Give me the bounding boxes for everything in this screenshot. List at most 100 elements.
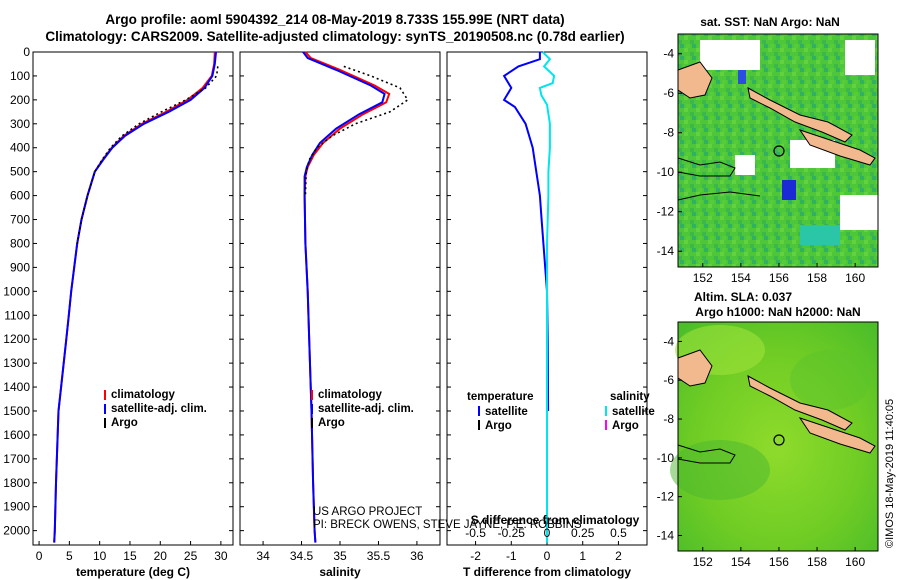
sla-coast	[677, 444, 736, 464]
legend-label: satellite	[485, 406, 528, 418]
x-tick-label: 36	[410, 549, 424, 563]
x-tick-label: -2	[470, 549, 481, 563]
x-tick-label: 35	[333, 549, 347, 563]
map-x-tick-label: 160	[845, 271, 865, 285]
x-axis-label: temperature (deg C)	[76, 565, 190, 579]
x-tick-label: 2	[615, 549, 622, 563]
y-tick-label: 0	[23, 45, 30, 59]
x-axis-label: salinity	[319, 565, 361, 579]
map-x-tick-label: 156	[769, 271, 789, 285]
credit-line-2: PI: BRECK OWENS, STEVE JAYNE, P.E. ROBBI…	[313, 519, 582, 531]
map-x-tick-label: 158	[807, 555, 827, 569]
sla-land	[798, 417, 876, 454]
top-axis-label: S difference from climatology	[471, 513, 640, 527]
sst-cloud-mask	[735, 155, 755, 175]
x-tick-label: 1	[579, 549, 586, 563]
legend-label: satellite-adj. clim.	[318, 403, 414, 415]
map-y-tick-label: -8	[663, 126, 674, 140]
sst-coast	[677, 191, 761, 201]
map-x-tick-label: 158	[807, 271, 827, 285]
legend-label: Argo	[318, 417, 345, 429]
top-tick-label: 0.5	[610, 526, 627, 540]
legend-label: Argo	[612, 420, 639, 432]
y-tick-label: 1900	[3, 500, 30, 514]
sst-cold-patch	[782, 180, 796, 200]
y-tick-label: 1600	[3, 428, 30, 442]
legend-label: satellite-adj. clim.	[111, 403, 207, 415]
x-tick-label: 30	[214, 549, 228, 563]
temperature-panel: 0100200300400500600700800900100011001200…	[3, 45, 234, 579]
y-tick-label: 1200	[3, 332, 30, 346]
map-y-tick-label: -14	[657, 244, 675, 258]
series-line-argo	[76, 66, 219, 244]
y-tick-label: 1700	[3, 452, 30, 466]
sla-subtitle: Argo h1000: NaN h2000: NaN	[695, 305, 860, 319]
chart-title: Argo profile: aoml 5904392_214 08-May-20…	[105, 12, 565, 27]
series-line-argo	[304, 65, 409, 196]
map-y-tick-label: -10	[657, 165, 675, 179]
legend-heading: salinity	[610, 391, 650, 403]
map-x-tick-label: 160	[845, 555, 865, 569]
legend-heading: temperature	[467, 391, 533, 403]
sst-cold-patch	[738, 70, 746, 84]
y-tick-label: 600	[10, 189, 30, 203]
y-tick-label: 1800	[3, 476, 30, 490]
sla-title: Altim. SLA: 0.037	[694, 290, 792, 304]
x-tick-label: 35.5	[367, 549, 391, 563]
sst-cool-patch	[800, 225, 840, 245]
plot-frame	[32, 51, 234, 546]
sla-land	[747, 375, 853, 431]
sst-frame	[677, 33, 879, 268]
sst-land	[747, 87, 853, 143]
legend-label: Argo	[111, 417, 138, 429]
x-tick-label: -1	[506, 549, 517, 563]
y-tick-label: 700	[10, 213, 30, 227]
sst-map: sat. SST: NaN Argo: NaN 152 154 156 158 160 -…	[657, 15, 879, 285]
map-x-tick-label: 152	[693, 555, 713, 569]
series-line-salinity-satellite	[538, 51, 556, 543]
top-tick-label: -0.5	[465, 526, 486, 540]
legend-label: climatology	[318, 389, 383, 401]
map-y-tick-label: -6	[663, 373, 674, 387]
legend-label: satellite	[612, 406, 655, 418]
top-tick-label: 0.25	[571, 526, 595, 540]
x-tick-label: 15	[123, 549, 137, 563]
y-tick-label: 1300	[3, 356, 30, 370]
sst-land	[798, 129, 876, 166]
map-y-tick-label: -10	[657, 451, 675, 465]
x-tick-label: 0	[544, 549, 551, 563]
y-tick-label: 400	[10, 141, 30, 155]
map-x-tick-label: 154	[731, 555, 751, 569]
sst-coast	[677, 157, 736, 177]
plot-frame	[239, 51, 441, 546]
difference-panel: -2 -1 0 1 2 T difference from climatology temp…	[446, 51, 655, 579]
top-tick-label: 0	[544, 526, 551, 540]
argo-location-marker	[773, 145, 785, 157]
sla-frame	[677, 321, 879, 552]
x-tick-label: 5	[66, 549, 73, 563]
y-tick-label: 100	[10, 69, 30, 83]
credit-line-1: US ARGO PROJECT	[313, 506, 423, 518]
x-tick-label: 20	[154, 549, 168, 563]
map-y-tick-label: -8	[663, 412, 674, 426]
sla-anomaly	[670, 440, 770, 500]
sst-cloud-mask	[840, 195, 878, 230]
sla-anomaly	[790, 350, 870, 410]
chart-subtitle: Climatology: CARS2009. Satellite-adjuste…	[45, 29, 625, 44]
y-tick-label: 2000	[3, 524, 30, 538]
x-tick-label: 34.5	[290, 549, 314, 563]
map-x-tick-label: 152	[693, 271, 713, 285]
x-tick-label: 0	[36, 549, 43, 563]
x-tick-label: 25	[184, 549, 198, 563]
salinity-panel: 34 34.5 35 35.5 36 salinity climatology satelli…	[239, 51, 441, 579]
map-x-tick-label: 154	[731, 271, 751, 285]
y-tick-label: 200	[10, 93, 30, 107]
sst-map-title: sat. SST: NaN Argo: NaN	[700, 15, 840, 29]
top-tick-label: -0.25	[498, 526, 526, 540]
map-y-tick-label: -6	[663, 86, 674, 100]
map-x-tick-label: 156	[769, 555, 789, 569]
map-y-tick-label: -12	[657, 205, 675, 219]
y-tick-label: 900	[10, 260, 30, 274]
legend-label: Argo	[485, 420, 512, 432]
